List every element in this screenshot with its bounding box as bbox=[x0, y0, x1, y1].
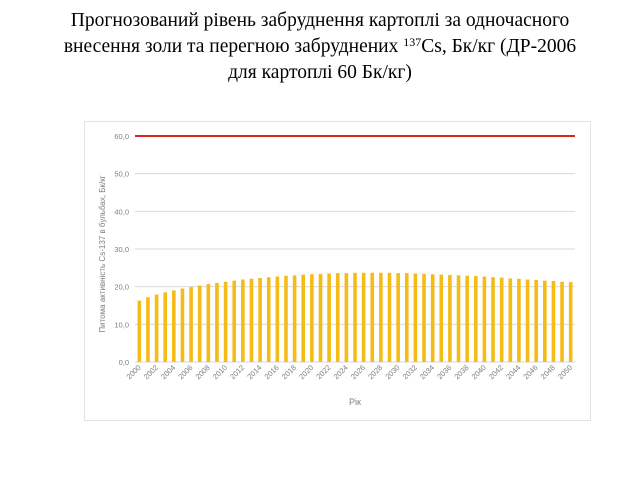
x-tick-label: 2016 bbox=[263, 363, 281, 381]
bar bbox=[525, 279, 530, 362]
title-line-2-unit: Cs, Бк/кг (ДР-2006 bbox=[421, 36, 577, 57]
bar bbox=[163, 292, 168, 362]
bar bbox=[448, 274, 452, 362]
title-line-2-text: внесення золи та перегною забруднених bbox=[63, 36, 404, 57]
bar bbox=[508, 278, 513, 362]
bar bbox=[266, 277, 271, 362]
bar bbox=[215, 282, 219, 362]
x-tick-label: 2020 bbox=[297, 363, 315, 381]
x-tick-label: 2042 bbox=[487, 363, 505, 381]
x-tick-label: 2002 bbox=[142, 363, 160, 381]
bar bbox=[379, 272, 383, 362]
x-tick-label: 2018 bbox=[280, 363, 298, 381]
bar bbox=[560, 281, 564, 362]
bar bbox=[439, 274, 444, 362]
x-tick-label: 2032 bbox=[401, 363, 419, 381]
bar bbox=[473, 276, 478, 362]
bar bbox=[422, 273, 426, 362]
y-tick-label: 60,0 bbox=[114, 132, 129, 141]
bar bbox=[327, 273, 331, 362]
bar bbox=[154, 294, 159, 362]
x-tick-label: 2034 bbox=[418, 363, 436, 381]
bar bbox=[396, 273, 400, 362]
x-tick-label: 2050 bbox=[556, 363, 574, 381]
bar bbox=[197, 285, 202, 362]
bar bbox=[318, 273, 323, 362]
bar bbox=[465, 275, 469, 362]
bar bbox=[137, 300, 142, 362]
x-tick-label: 2030 bbox=[383, 363, 401, 381]
title-line-1: Прогнозований рівень забруднення картопл… bbox=[70, 10, 570, 31]
y-tick-label: 0,0 bbox=[119, 358, 129, 367]
slide-title: Прогнозований рівень забруднення картопл… bbox=[20, 8, 620, 86]
bar bbox=[284, 275, 288, 362]
bar bbox=[258, 278, 262, 362]
bar bbox=[534, 279, 538, 362]
bar bbox=[189, 287, 193, 362]
bar bbox=[241, 279, 245, 362]
bar bbox=[249, 278, 254, 362]
bar bbox=[542, 280, 547, 362]
bar bbox=[232, 280, 237, 362]
bar bbox=[387, 272, 392, 362]
y-tick-label: 40,0 bbox=[114, 207, 129, 216]
bar bbox=[206, 284, 211, 362]
bar bbox=[499, 277, 504, 362]
title-line-2: внесення золи та перегною забруднених 13… bbox=[64, 36, 576, 57]
x-tick-label: 2038 bbox=[452, 363, 470, 381]
x-axis-title: Рік bbox=[349, 397, 361, 407]
bar bbox=[344, 273, 349, 362]
bar bbox=[275, 276, 280, 362]
bar bbox=[361, 272, 366, 362]
bar bbox=[413, 273, 418, 362]
x-tick-label: 2022 bbox=[314, 363, 332, 381]
bar bbox=[292, 275, 297, 362]
x-tick-label: 2006 bbox=[176, 363, 194, 381]
x-tick-label: 2004 bbox=[159, 363, 177, 381]
bar bbox=[353, 272, 357, 362]
x-tick-label: 2046 bbox=[521, 363, 539, 381]
x-tick-label: 2010 bbox=[211, 363, 229, 381]
x-tick-label: 2024 bbox=[332, 363, 350, 381]
x-tick-label: 2028 bbox=[366, 363, 384, 381]
y-tick-label: 30,0 bbox=[114, 245, 129, 254]
bar bbox=[146, 297, 150, 362]
bar bbox=[335, 273, 340, 362]
isotope-mass-number: 137 bbox=[403, 35, 422, 49]
x-tick-label: 2008 bbox=[194, 363, 212, 381]
bar bbox=[517, 278, 521, 362]
bar bbox=[172, 290, 176, 362]
bar bbox=[223, 281, 228, 362]
bar bbox=[568, 282, 573, 362]
bar bbox=[491, 277, 495, 362]
bar bbox=[301, 274, 306, 362]
bar bbox=[404, 273, 409, 362]
bar bbox=[551, 281, 556, 362]
y-tick-label: 50,0 bbox=[114, 170, 129, 179]
x-tick-label: 2012 bbox=[228, 363, 246, 381]
bar bbox=[180, 288, 185, 362]
chart-frame: 0,0 10,0 20,0 30,0 40,0 50,0 60,0 2000 2002 2004 2… bbox=[84, 121, 591, 421]
bar bbox=[310, 274, 314, 362]
y-tick-label: 10,0 bbox=[114, 320, 129, 329]
y-tick-label: 20,0 bbox=[114, 283, 129, 292]
x-tick-label: 2036 bbox=[435, 363, 453, 381]
x-tick-label: 2044 bbox=[504, 363, 522, 381]
x-tick-label: 2048 bbox=[539, 363, 557, 381]
y-axis-title: Питома активність Cs-137 в бульбах, Бк/к… bbox=[98, 175, 107, 332]
x-tick-label: 2040 bbox=[470, 363, 488, 381]
bar bbox=[370, 272, 375, 362]
x-tick-label: 2026 bbox=[349, 363, 367, 381]
bar bbox=[456, 275, 461, 362]
x-tick-label: 2014 bbox=[245, 363, 263, 381]
bar bbox=[482, 276, 487, 362]
bar bbox=[430, 274, 435, 362]
title-line-3: для картоплі 60 Бк/кг) bbox=[228, 62, 412, 83]
